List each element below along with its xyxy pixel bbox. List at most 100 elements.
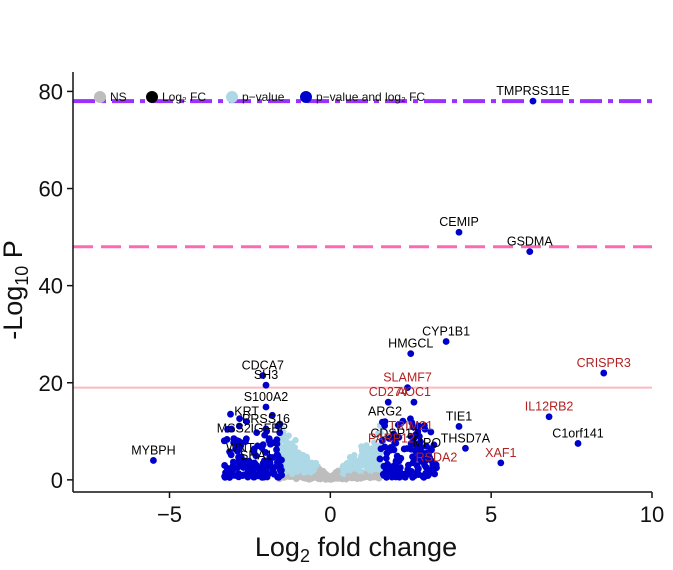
y-axis-title: -Log10 P: [0, 240, 32, 340]
label-il12rb2: IL12RB2: [525, 400, 574, 414]
significant-point: [278, 466, 285, 474]
background-point: [282, 450, 289, 457]
significant-point: [400, 445, 408, 453]
point-xaf1: [497, 459, 505, 467]
label-crispr3: CRISPR3: [577, 356, 631, 370]
point-mpo: [423, 449, 431, 457]
axes: −5 0 5 10 0 20 40 60 80: [39, 72, 664, 527]
significant-point: [424, 469, 432, 477]
significant-point: [269, 454, 277, 461]
label-cdsp13: CDSP13: [370, 426, 419, 440]
background-point: [346, 458, 354, 465]
point-cdsp13: [391, 440, 399, 447]
legend: NS Log₂ FC p−value p−value and log₂ FC: [94, 90, 425, 104]
label-mss2: MSS2: [217, 422, 251, 436]
label-xaf1: XAF1: [485, 446, 516, 460]
label-c1orf141: C1orf141: [552, 426, 603, 440]
point-tmprss11e: [529, 97, 537, 105]
background-point: [284, 443, 291, 450]
point-rsda2: [433, 464, 440, 472]
label-cd274: CD274: [369, 385, 408, 399]
label-arg2: ARG2: [368, 405, 402, 419]
background-point: [328, 473, 336, 481]
background-point: [372, 471, 379, 479]
point-cemip: [455, 228, 463, 236]
threshold-lines: [73, 99, 652, 389]
point-wnt: [236, 454, 244, 462]
background-point: [351, 460, 359, 468]
significant-point: [236, 462, 244, 470]
significant-point: [236, 415, 243, 423]
significant-point: [268, 464, 275, 471]
significant-point: [392, 473, 400, 481]
background-point: [351, 452, 358, 459]
point-gsdma: [526, 248, 534, 256]
label-cyp1b1: CYP1B1: [422, 324, 470, 338]
x-tick-label: 10: [640, 502, 664, 527]
significant-point: [245, 472, 252, 479]
significant-point: [262, 468, 270, 476]
background-point: [339, 462, 347, 470]
significant-point: [276, 429, 284, 437]
significant-point: [228, 425, 235, 433]
background-point: [362, 448, 369, 455]
significant-point: [415, 422, 423, 430]
significant-point: [427, 428, 435, 436]
significant-point: [382, 454, 390, 462]
label-rsda2: RSDA2: [416, 451, 458, 465]
significant-point: [220, 437, 228, 445]
significant-point: [431, 470, 439, 478]
background-point: [294, 457, 301, 465]
label-igfbp: IGFBP: [250, 422, 288, 436]
background-point: [312, 459, 320, 467]
legend-label-ns: NS: [110, 90, 127, 104]
background-point: [295, 450, 303, 457]
significant-point: [380, 462, 388, 470]
significant-point: [224, 470, 232, 478]
point-trim21: [407, 432, 415, 440]
significant-point: [419, 472, 427, 480]
significant-point: [422, 463, 430, 471]
point-cyp1b1: [442, 338, 450, 345]
background-point: [377, 429, 384, 437]
point-tie1: [455, 423, 463, 430]
background-point: [347, 473, 355, 481]
point-cloud: [220, 410, 440, 483]
background-point: [358, 443, 365, 450]
x-tick-label: 0: [324, 502, 336, 527]
legend-swatch-ns: [94, 91, 106, 103]
significant-point: [262, 449, 269, 456]
significant-point: [409, 453, 416, 461]
significant-point: [411, 446, 419, 454]
x-axis-title: Log2 fold change: [255, 532, 457, 566]
significant-point: [378, 437, 386, 444]
label-tmprss11e: TMPRSS11E: [496, 84, 569, 98]
significant-point: [274, 422, 282, 430]
x-tick-label: 5: [485, 502, 497, 527]
point-mss2: [230, 435, 238, 442]
background-point: [316, 467, 324, 474]
significant-point: [235, 422, 243, 430]
significant-point: [392, 457, 400, 465]
legend-label-log-fc: Log₂ FC: [162, 90, 206, 104]
label-mybph: MYBPH: [131, 443, 175, 457]
legend-swatch-p-value-and-log-fc: [300, 91, 312, 103]
significant-point: [406, 470, 414, 478]
significant-point: [376, 455, 384, 463]
significant-point: [252, 452, 260, 460]
significant-point: [250, 473, 258, 481]
label-hmgcl: HMGCL: [388, 337, 433, 351]
background-point: [301, 469, 308, 476]
point-cdca7: [259, 372, 267, 379]
label-trim21: TRIM21: [389, 419, 434, 433]
x-tick-label: −5: [157, 502, 182, 527]
label-krt: KRT: [234, 405, 259, 419]
background-point: [363, 458, 370, 465]
label-cemip: CEMIP: [439, 215, 479, 229]
background-point: [371, 463, 378, 470]
label-tie1: TIE1: [446, 409, 472, 423]
point-krt: [243, 418, 251, 425]
